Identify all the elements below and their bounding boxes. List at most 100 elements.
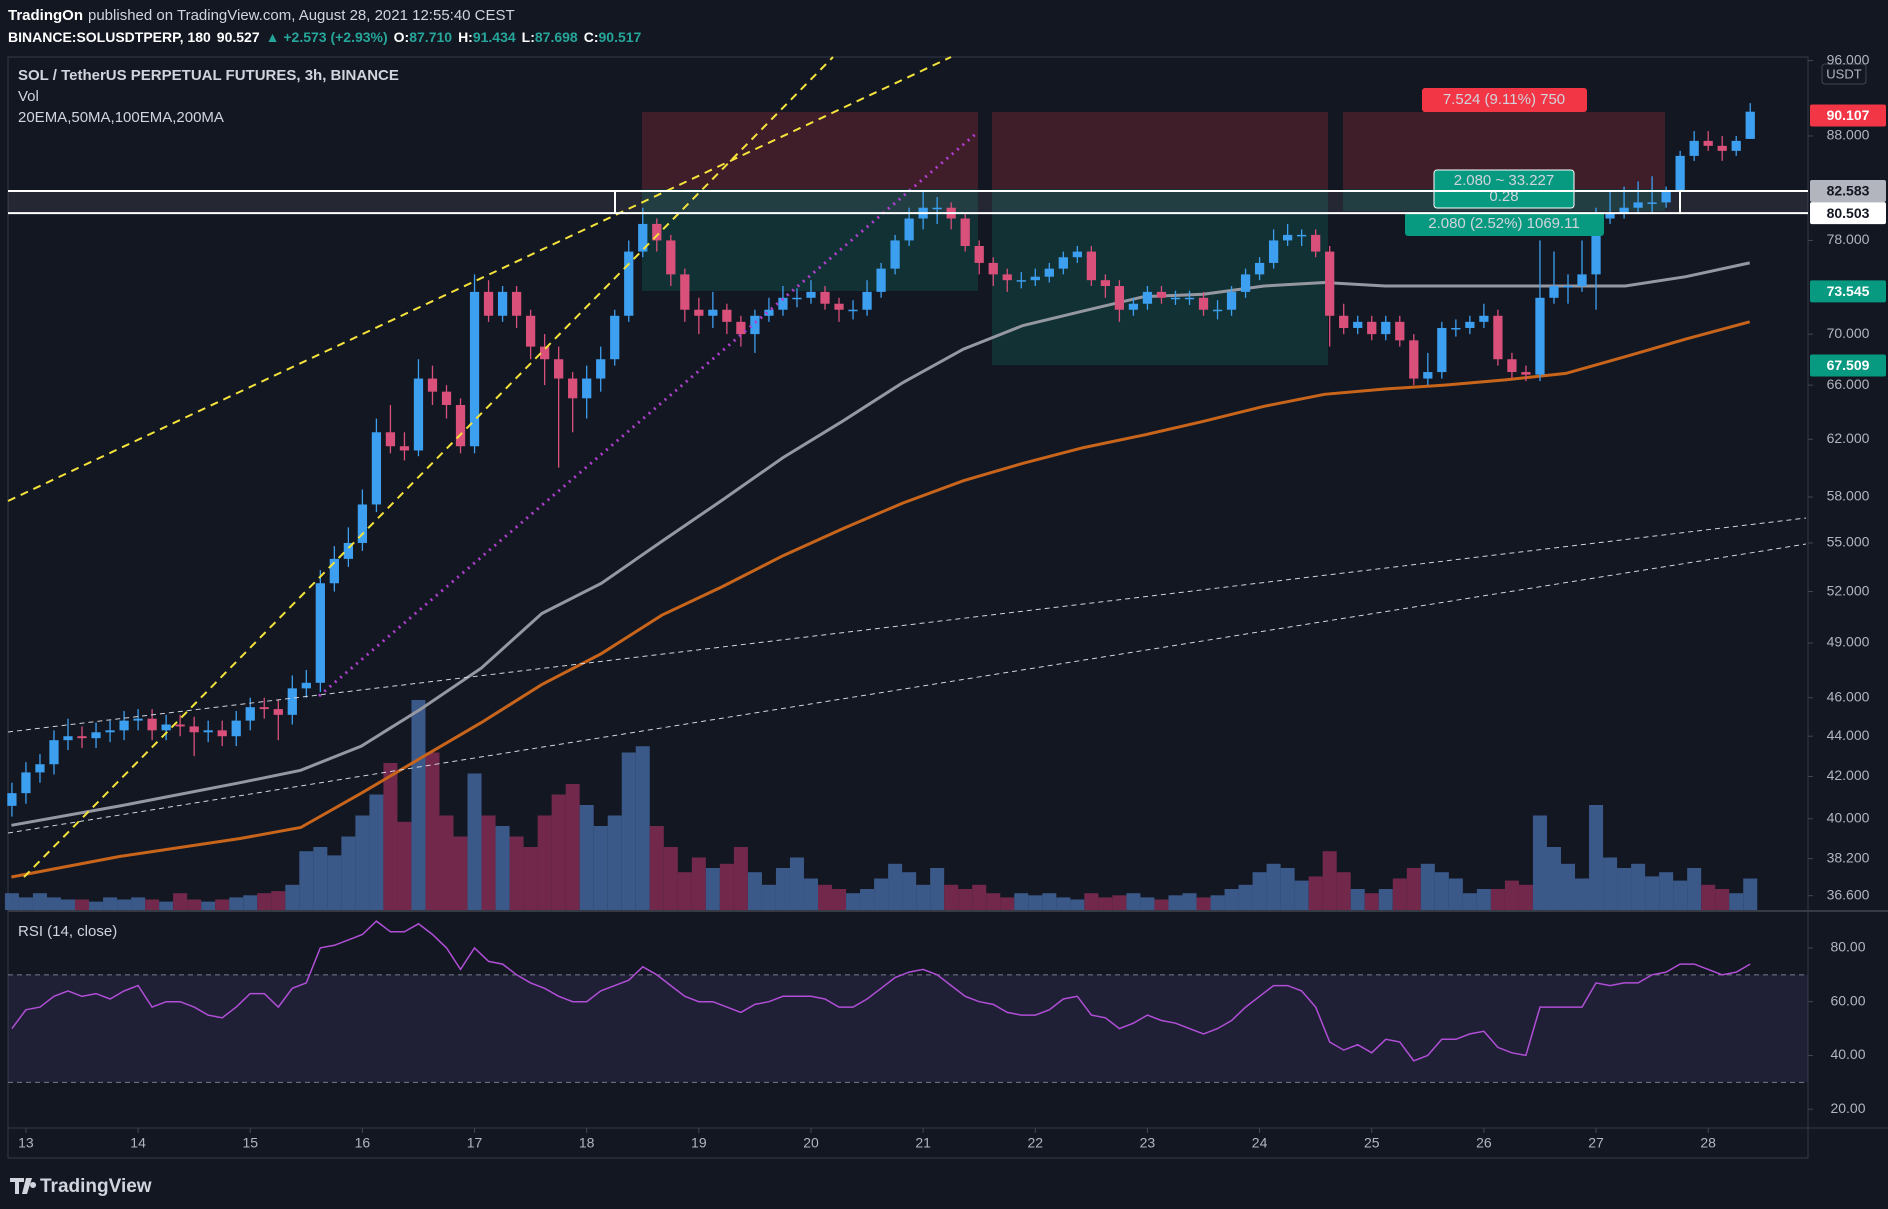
candle-body — [1142, 291, 1153, 304]
volume-bar — [719, 863, 734, 910]
volume-bar — [930, 868, 945, 910]
price-badge-label: 73.545 — [1827, 283, 1870, 299]
volume-bar — [1000, 897, 1015, 910]
candle-body — [932, 207, 942, 210]
volume-bar — [649, 826, 664, 910]
candle-body — [1661, 191, 1671, 203]
candle-body — [469, 291, 480, 447]
y-tick-label: 44.000 — [1827, 727, 1870, 743]
volume-bar — [397, 821, 412, 910]
volume-bar — [1322, 851, 1337, 910]
volume-bar — [705, 868, 720, 910]
volume-bar — [257, 893, 272, 910]
candle-body — [1058, 257, 1068, 269]
candle-body — [1044, 268, 1054, 277]
volume-bar — [537, 815, 552, 910]
header-line-2: BINANCE:SOLUSDTPERP, 180 90.527 ▲ +2.573 (… — [8, 29, 642, 45]
volume-bar — [1560, 863, 1576, 910]
candle-body — [1689, 140, 1699, 156]
candle-body — [1549, 286, 1559, 298]
candle-body — [1647, 202, 1657, 204]
candle-body — [175, 724, 185, 727]
candle-body — [483, 291, 494, 316]
volume-bar — [117, 899, 132, 910]
unit-label: USDT — [1826, 66, 1861, 81]
ohlc-label: O: — [394, 29, 410, 45]
axes: 36.600 38.200 40.000 42.000 44.000 46.000 49.0… — [8, 51, 1886, 1151]
volume-bar — [1532, 815, 1547, 910]
candle-body — [525, 315, 536, 347]
volume-bar — [1294, 880, 1309, 910]
candle-body — [399, 446, 410, 451]
candle-body — [1507, 359, 1517, 373]
y-tick-label: 38.200 — [1827, 849, 1870, 865]
candle-body — [1465, 321, 1475, 328]
candle-body — [189, 726, 199, 733]
rsi-tick-label: 80.00 — [1830, 939, 1865, 955]
volume-bar — [1659, 872, 1674, 910]
candle-body — [1353, 321, 1363, 328]
volume-bar — [4, 893, 19, 910]
candle-body — [778, 297, 788, 310]
x-tick-label: 17 — [467, 1135, 483, 1151]
candle-body — [1493, 315, 1503, 360]
volume-bar — [46, 897, 61, 910]
candle-body — [960, 218, 970, 246]
volume-bar — [1308, 876, 1323, 910]
price-badge — [1810, 354, 1886, 377]
volume-bar — [677, 872, 692, 910]
volume-bar — [1673, 880, 1688, 910]
candle-body — [1409, 340, 1419, 379]
candle-body — [1521, 372, 1531, 375]
candle-body — [862, 291, 872, 310]
candle-body — [1283, 234, 1293, 241]
candle-body — [161, 724, 171, 731]
candle-body — [371, 432, 382, 505]
candle-body — [1311, 234, 1321, 252]
candle-body — [1745, 111, 1755, 139]
x-tick-label: 23 — [1140, 1135, 1156, 1151]
candle-body — [694, 309, 704, 316]
volume-bar — [565, 784, 580, 910]
volume-bar — [1070, 899, 1085, 910]
volume-bar — [1631, 863, 1646, 910]
volume-bar — [818, 884, 833, 910]
channel-line — [7, 517, 1807, 733]
target-zone — [642, 189, 978, 291]
annotation: 0.28 — [1489, 188, 1518, 205]
volume-bar — [663, 847, 678, 910]
candle-body — [1605, 213, 1615, 219]
volume-bar — [972, 884, 987, 910]
volume-bar — [1392, 878, 1407, 910]
price-badge — [1810, 280, 1886, 303]
volume-bar — [691, 857, 706, 910]
candle-body — [441, 391, 452, 405]
candle-body — [848, 309, 858, 312]
volume-bar — [579, 805, 594, 910]
volume-layer — [4, 700, 1758, 910]
volume-bar — [18, 897, 33, 910]
candle-body — [105, 730, 115, 733]
candle-body — [722, 309, 732, 322]
candle-body — [1479, 315, 1489, 322]
volume-bar — [1504, 880, 1519, 910]
candle-body — [834, 303, 844, 310]
candle-body — [231, 720, 241, 737]
drawings: 7.524 (9.11%) 750 2.080 ~ 33.227 0.28 2.… — [7, 56, 1808, 878]
candle-body — [245, 707, 255, 721]
candle-body — [511, 291, 522, 316]
candle-body — [1339, 315, 1349, 328]
volume-bar — [495, 826, 510, 910]
candle-body — [273, 709, 283, 715]
y-tick-label: 58.000 — [1827, 488, 1870, 504]
y-tick-label: 36.600 — [1827, 886, 1870, 902]
candle-body — [1675, 155, 1685, 192]
candle-body — [1381, 321, 1391, 335]
annotation-box — [1422, 88, 1587, 112]
candle-body — [259, 707, 269, 710]
volume-bar — [1617, 868, 1632, 910]
candle-body — [1086, 251, 1096, 281]
volume-bar — [1252, 872, 1267, 910]
candle-body — [1030, 276, 1040, 281]
